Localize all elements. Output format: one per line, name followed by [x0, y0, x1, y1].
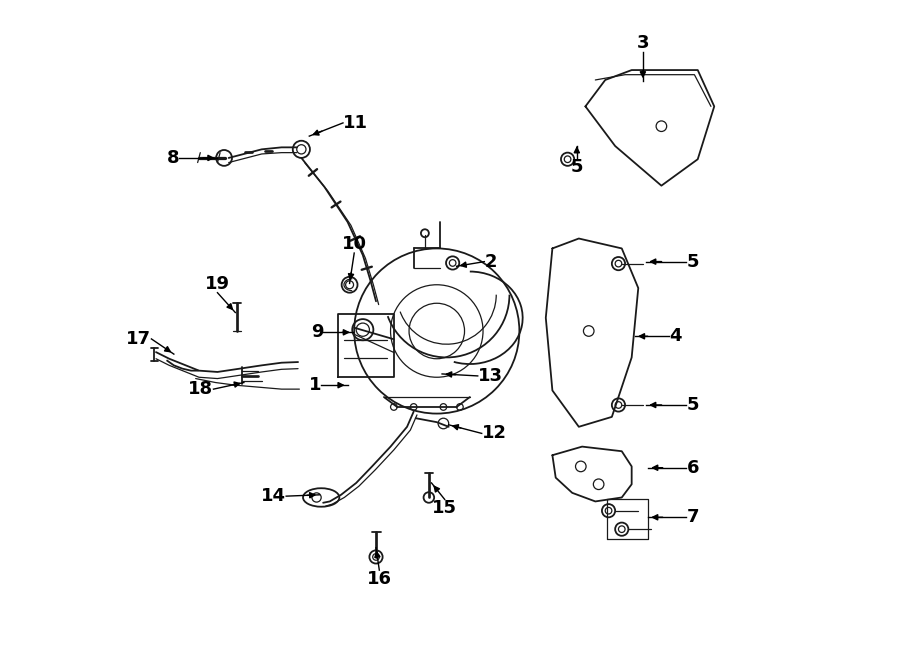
- Circle shape: [424, 492, 434, 502]
- Text: 7: 7: [687, 508, 699, 526]
- Circle shape: [602, 504, 616, 517]
- Text: 13: 13: [478, 367, 503, 385]
- Text: 18: 18: [188, 380, 213, 398]
- Text: 8: 8: [166, 149, 179, 167]
- Text: 4: 4: [670, 327, 682, 346]
- Text: 3: 3: [636, 34, 649, 52]
- Text: 14: 14: [261, 487, 286, 505]
- Circle shape: [342, 277, 357, 293]
- Circle shape: [561, 153, 574, 166]
- Text: 5: 5: [571, 158, 583, 176]
- Circle shape: [421, 229, 429, 237]
- Circle shape: [292, 141, 310, 158]
- Text: 11: 11: [343, 114, 368, 132]
- Text: 6: 6: [687, 459, 699, 477]
- Text: 5: 5: [687, 396, 699, 414]
- Text: 19: 19: [205, 275, 230, 293]
- Text: 15: 15: [432, 499, 457, 518]
- Text: 2: 2: [484, 253, 497, 271]
- Text: 12: 12: [482, 424, 507, 442]
- Text: 5: 5: [687, 253, 699, 271]
- Circle shape: [612, 257, 625, 270]
- Circle shape: [369, 550, 382, 563]
- Text: 17: 17: [126, 330, 151, 348]
- Text: 9: 9: [310, 323, 323, 342]
- Circle shape: [216, 150, 232, 166]
- Text: 16: 16: [367, 570, 392, 588]
- Circle shape: [612, 399, 625, 412]
- Circle shape: [446, 256, 459, 269]
- Text: 10: 10: [342, 235, 366, 253]
- Circle shape: [616, 522, 628, 536]
- Text: 1: 1: [309, 376, 321, 394]
